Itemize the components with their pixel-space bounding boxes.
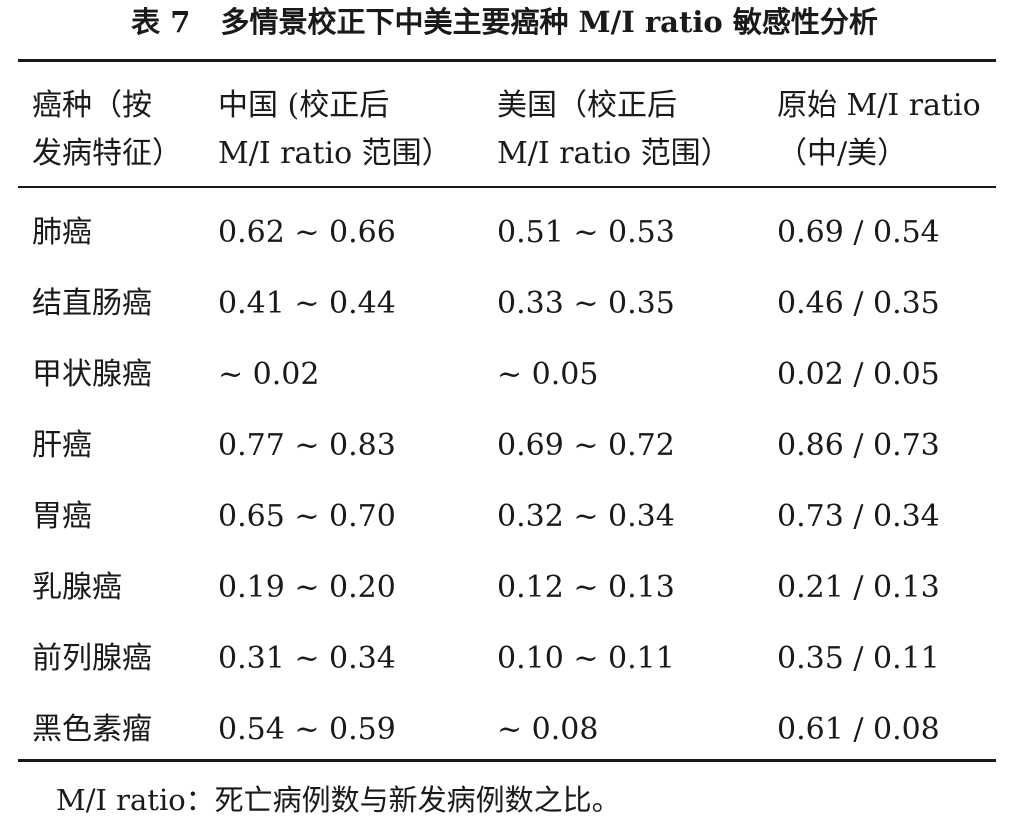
header-us-range: 美国（校正后 M/I ratio 范围） <box>497 82 731 178</box>
cancer-type-cell: 甲状腺癌 <box>32 357 152 392</box>
original-ratio-cell: 0.21 / 0.13 <box>777 570 940 605</box>
original-ratio-cell: 0.69 / 0.54 <box>777 215 940 250</box>
china-range-cell: 0.77 ~ 0.83 <box>218 428 396 463</box>
us-range-cell: 0.51 ~ 0.53 <box>497 215 675 250</box>
header-original-ratio-line1: 原始 M/I ratio <box>777 88 981 123</box>
us-range-cell: 0.69 ~ 0.72 <box>497 428 675 463</box>
table-row: 胃癌 0.65 ~ 0.70 0.32 ~ 0.34 0.73 / 0.34 <box>0 481 1009 552</box>
original-ratio-cell: 0.61 / 0.08 <box>777 712 940 747</box>
table-bottom-rule <box>18 759 996 762</box>
header-original-ratio: 原始 M/I ratio （中/美） <box>777 82 981 178</box>
china-range-cell: 0.31 ~ 0.34 <box>218 641 396 676</box>
cancer-type-cell: 黑色素瘤 <box>32 712 152 747</box>
china-range-cell: 0.62 ~ 0.66 <box>218 215 396 250</box>
header-china-range: 中国 (校正后 M/I ratio 范围） <box>218 82 452 178</box>
table-row: 结直肠癌 0.41 ~ 0.44 0.33 ~ 0.35 0.46 / 0.35 <box>0 268 1009 339</box>
header-original-ratio-line2: （中/美） <box>777 136 908 171</box>
us-range-cell: 0.10 ~ 0.11 <box>497 641 675 676</box>
cancer-type-cell: 肝癌 <box>32 428 92 463</box>
original-ratio-cell: 0.35 / 0.11 <box>777 641 940 676</box>
table-row: 肝癌 0.77 ~ 0.83 0.69 ~ 0.72 0.86 / 0.73 <box>0 410 1009 481</box>
table-top-rule <box>18 59 996 62</box>
header-cancer-type-line1: 癌种（按 <box>32 88 152 123</box>
table-footnote: M/I ratio：死亡病例数与新发病例数之比。 <box>56 783 621 817</box>
table-header-rule <box>18 186 996 188</box>
cancer-type-cell: 前列腺癌 <box>32 641 152 676</box>
china-range-cell: 0.41 ~ 0.44 <box>218 286 396 321</box>
header-china-range-line2: M/I ratio 范围） <box>218 136 452 171</box>
header-us-range-line2: M/I ratio 范围） <box>497 136 731 171</box>
table-row: 乳腺癌 0.19 ~ 0.20 0.12 ~ 0.13 0.21 / 0.13 <box>0 552 1009 623</box>
us-range-cell: ~ 0.05 <box>497 357 599 392</box>
original-ratio-cell: 0.73 / 0.34 <box>777 499 940 534</box>
original-ratio-cell: 0.02 / 0.05 <box>777 357 940 392</box>
table-row: 肺癌 0.62 ~ 0.66 0.51 ~ 0.53 0.69 / 0.54 <box>0 197 1009 268</box>
table-number: 表 7 <box>131 5 191 39</box>
cancer-type-cell: 胃癌 <box>32 499 92 534</box>
us-range-cell: 0.33 ~ 0.35 <box>497 286 675 321</box>
china-range-cell: 0.54 ~ 0.59 <box>218 712 396 747</box>
original-ratio-cell: 0.46 / 0.35 <box>777 286 940 321</box>
header-cancer-type: 癌种（按 发病特征） <box>32 82 182 178</box>
cancer-type-cell: 肺癌 <box>32 215 92 250</box>
table-row: 黑色素瘤 0.54 ~ 0.59 ~ 0.08 0.61 / 0.08 <box>0 694 1009 765</box>
table-title: 表 7 多情景校正下中美主要癌种 M/I ratio 敏感性分析 <box>0 0 1009 44</box>
cancer-type-cell: 结直肠癌 <box>32 286 152 321</box>
cancer-type-cell: 乳腺癌 <box>32 570 122 605</box>
china-range-cell: 0.65 ~ 0.70 <box>218 499 396 534</box>
header-cancer-type-line2: 发病特征） <box>32 136 182 171</box>
china-range-cell: ~ 0.02 <box>218 357 320 392</box>
table-caption: 多情景校正下中美主要癌种 M/I ratio 敏感性分析 <box>220 5 878 39</box>
us-range-cell: 0.12 ~ 0.13 <box>497 570 675 605</box>
original-ratio-cell: 0.86 / 0.73 <box>777 428 940 463</box>
us-range-cell: ~ 0.08 <box>497 712 599 747</box>
us-range-cell: 0.32 ~ 0.34 <box>497 499 675 534</box>
header-us-range-line1: 美国（校正后 <box>497 88 677 123</box>
china-range-cell: 0.19 ~ 0.20 <box>218 570 396 605</box>
table-row: 前列腺癌 0.31 ~ 0.34 0.10 ~ 0.11 0.35 / 0.11 <box>0 623 1009 694</box>
table-row: 甲状腺癌 ~ 0.02 ~ 0.05 0.02 / 0.05 <box>0 339 1009 410</box>
header-china-range-line1: 中国 (校正后 <box>218 88 390 123</box>
